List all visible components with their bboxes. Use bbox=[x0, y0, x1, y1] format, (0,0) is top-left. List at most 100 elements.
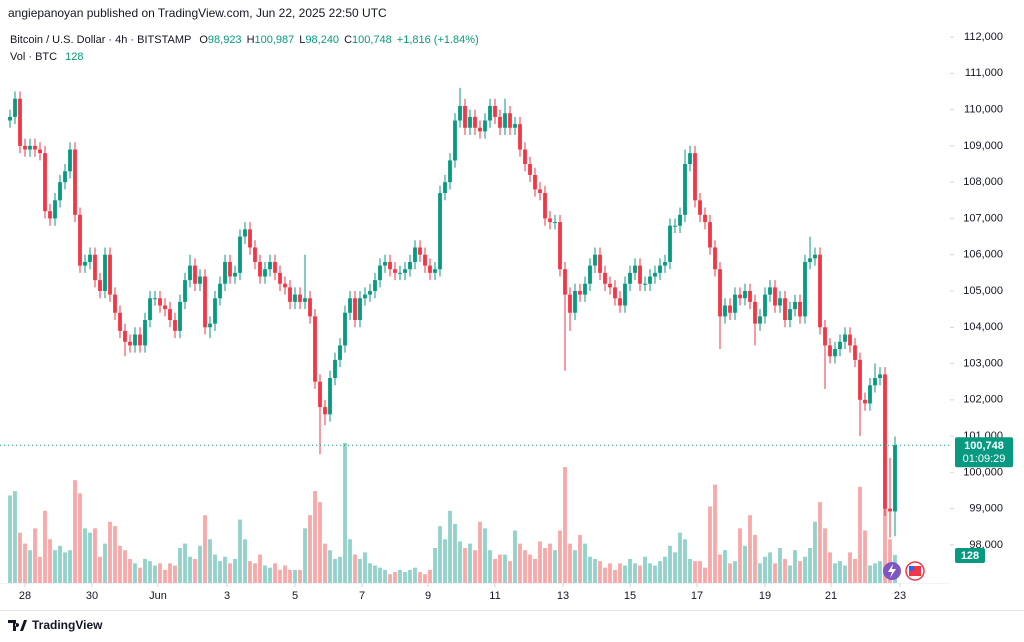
volume-bar bbox=[773, 563, 777, 583]
candle-body bbox=[488, 105, 492, 121]
legend-value: 98,923 bbox=[208, 34, 242, 46]
brand-logo bbox=[8, 620, 27, 631]
legend-value: 100,987 bbox=[255, 34, 295, 46]
candle-body bbox=[143, 320, 147, 346]
candle-body bbox=[163, 305, 167, 310]
candle-body bbox=[728, 305, 732, 313]
candle-body bbox=[823, 327, 827, 346]
x-tick-label: 23 bbox=[894, 590, 906, 602]
candle-body bbox=[453, 120, 457, 161]
volume-bar bbox=[313, 491, 317, 583]
candle-body bbox=[148, 298, 152, 321]
candle-body bbox=[788, 309, 792, 321]
volume-bar bbox=[653, 565, 657, 583]
volume-bar bbox=[513, 530, 517, 583]
volume-bar bbox=[718, 554, 722, 583]
candle-body bbox=[383, 261, 387, 266]
y-tick-label: 105,000 bbox=[963, 285, 1003, 297]
candle-body bbox=[78, 214, 82, 266]
candle-body bbox=[528, 164, 532, 175]
candle-body bbox=[888, 508, 892, 512]
candle-body bbox=[338, 345, 342, 360]
candle-body bbox=[248, 229, 252, 248]
candle-body bbox=[113, 294, 117, 313]
candle-body bbox=[648, 276, 652, 284]
volume-bar bbox=[813, 521, 817, 583]
candle-body bbox=[563, 269, 567, 295]
volume-legend-label: Vol · BTC bbox=[10, 51, 57, 63]
candle-body bbox=[808, 258, 812, 262]
candle-body bbox=[123, 330, 127, 342]
candle-body bbox=[798, 301, 802, 317]
candle-body bbox=[508, 113, 512, 128]
candle-body bbox=[778, 298, 782, 306]
volume-bar bbox=[348, 539, 352, 583]
volume-bar bbox=[303, 528, 307, 583]
volume-bar bbox=[183, 543, 187, 583]
candle-body bbox=[413, 247, 417, 262]
volume-bar bbox=[213, 554, 217, 583]
volume-bar bbox=[98, 556, 102, 583]
candle-body bbox=[68, 149, 72, 172]
candle-body bbox=[398, 272, 402, 274]
volume-bar bbox=[853, 558, 857, 583]
volume-bar bbox=[413, 567, 417, 583]
candle-body bbox=[53, 200, 57, 219]
candle-body bbox=[713, 247, 717, 270]
brand-name: TradingView bbox=[32, 618, 103, 632]
volume-bar bbox=[753, 534, 757, 583]
volume-bar bbox=[768, 552, 772, 583]
candle-body bbox=[323, 407, 327, 415]
y-tick-label: 112,000 bbox=[964, 31, 1003, 43]
candle-body bbox=[483, 120, 487, 132]
volume-bar bbox=[18, 532, 22, 583]
volume-bar bbox=[473, 550, 477, 583]
candle-body bbox=[408, 261, 412, 270]
candle-body bbox=[553, 222, 557, 224]
volume-bar bbox=[83, 528, 87, 583]
candle-body bbox=[288, 287, 292, 302]
x-tick-label: 28 bbox=[19, 590, 31, 602]
volume-bar bbox=[178, 548, 182, 583]
legend-key: L bbox=[299, 34, 305, 46]
volume-bar bbox=[608, 563, 612, 583]
candle-body bbox=[893, 445, 897, 512]
event-icon-glyph bbox=[888, 564, 896, 578]
volume-bar bbox=[673, 552, 677, 583]
volume-bar bbox=[53, 550, 57, 583]
volume-bar bbox=[248, 561, 252, 583]
candle-body bbox=[283, 283, 287, 288]
candle-body bbox=[548, 218, 552, 223]
volume-bar bbox=[568, 543, 572, 583]
candle-body bbox=[38, 149, 42, 154]
legend-change: +1,816 (+1.84%) bbox=[397, 34, 479, 46]
last-price-label: 100,748 bbox=[964, 440, 1004, 452]
volume-bar bbox=[338, 556, 342, 583]
candle-body bbox=[33, 145, 37, 150]
volume-bar bbox=[433, 548, 437, 583]
x-tick-label: 17 bbox=[691, 590, 703, 602]
volume-bar bbox=[33, 528, 37, 583]
candle-body bbox=[333, 359, 337, 379]
volume-bar bbox=[278, 569, 282, 583]
volume-bar bbox=[663, 556, 667, 583]
candle-body bbox=[238, 236, 242, 273]
candle-body bbox=[513, 124, 517, 128]
candle-body bbox=[343, 312, 347, 346]
candle-body bbox=[8, 116, 12, 121]
x-tick-label: 11 bbox=[489, 590, 500, 602]
volume-bar bbox=[463, 548, 467, 583]
volume-bar bbox=[523, 550, 527, 583]
event-icon-glyph bbox=[909, 566, 921, 576]
candle-body bbox=[178, 301, 182, 331]
candle-body bbox=[433, 269, 437, 273]
candle-body bbox=[703, 214, 707, 223]
volume-bar bbox=[103, 543, 107, 583]
candle-body bbox=[698, 200, 702, 215]
volume-bar bbox=[528, 554, 532, 583]
candle-body bbox=[743, 290, 747, 299]
volume-bar bbox=[188, 556, 192, 583]
volume-bar bbox=[848, 552, 852, 583]
volume-bar bbox=[748, 515, 752, 583]
